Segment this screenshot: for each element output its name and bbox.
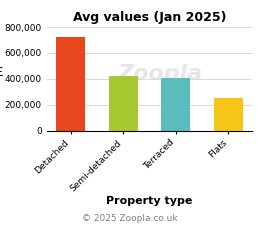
Bar: [56, 37, 85, 130]
Text: Zoopla: Zoopla: [117, 64, 202, 83]
Title: Avg values (Jan 2025): Avg values (Jan 2025): [73, 11, 226, 25]
Bar: [214, 97, 243, 130]
Y-axis label: £: £: [0, 66, 3, 79]
X-axis label: Property type: Property type: [106, 196, 193, 206]
Bar: [109, 76, 138, 130]
Bar: [161, 78, 190, 130]
Text: © 2025 Zoopla.co.uk: © 2025 Zoopla.co.uk: [82, 214, 178, 223]
